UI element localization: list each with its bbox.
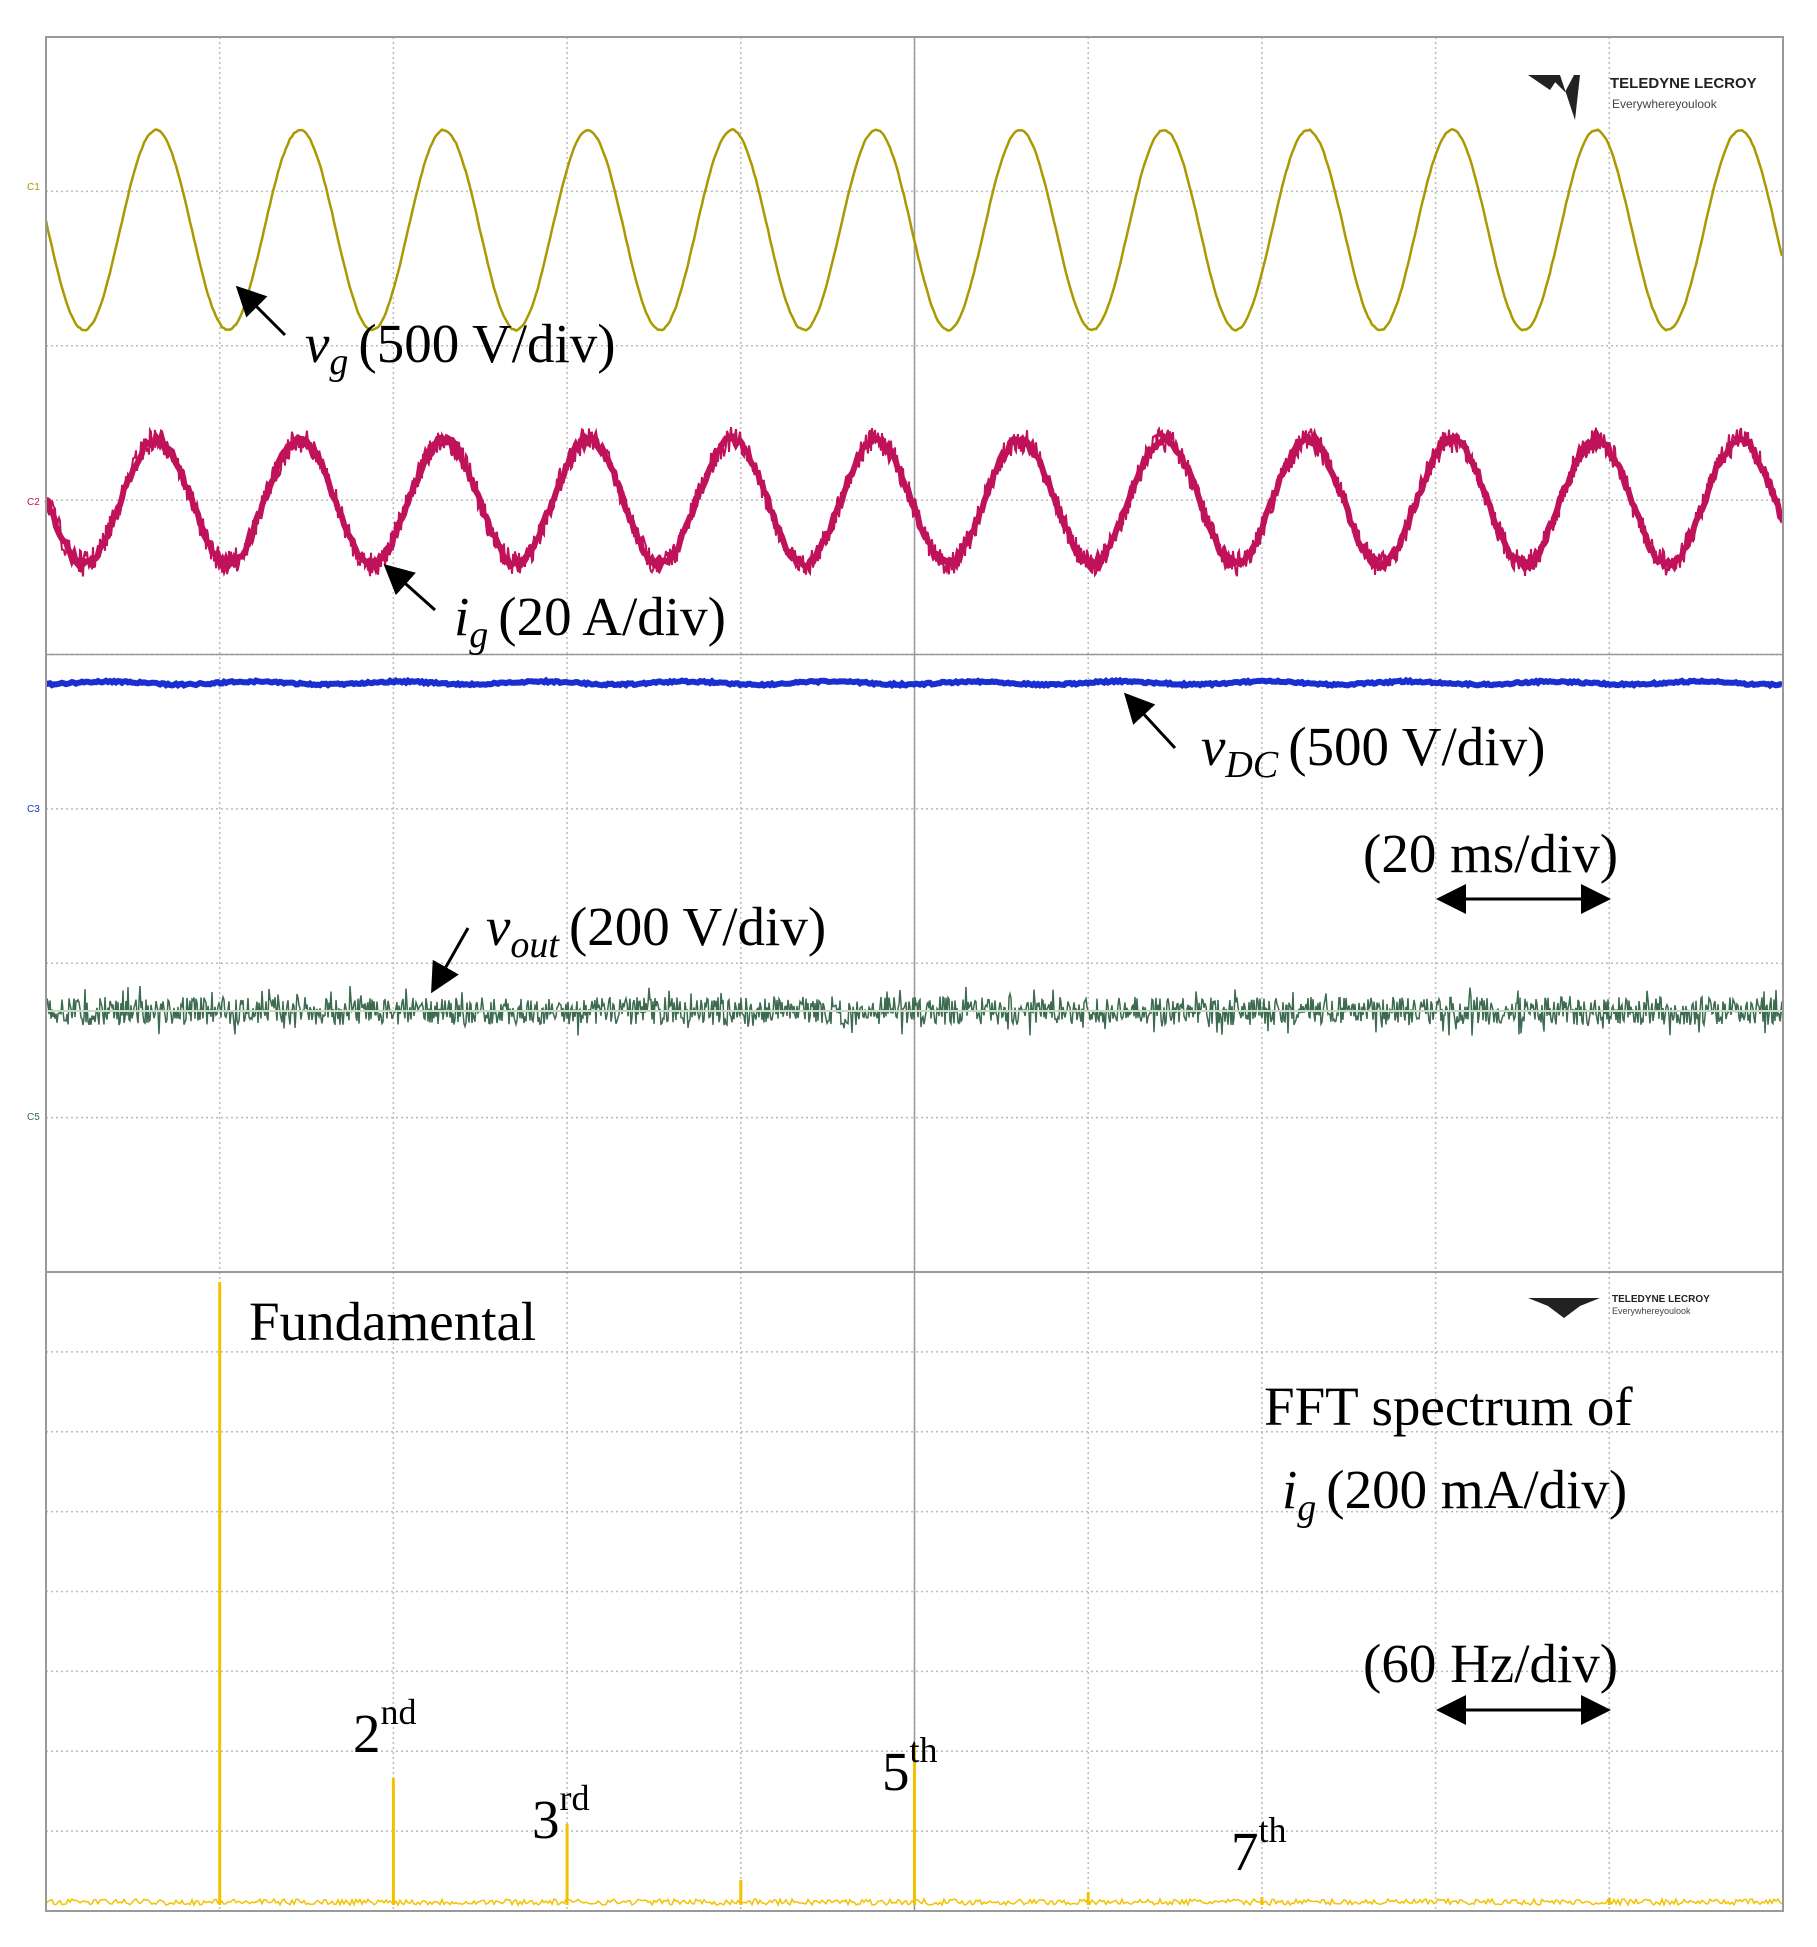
subscript: DC [1224, 744, 1278, 786]
symbol: v [305, 313, 330, 374]
channel-label: C1 [27, 182, 40, 193]
fundamental-label: Fundamental [249, 1291, 536, 1352]
arrow [431, 927, 470, 994]
trace-ig-core [44, 427, 1785, 577]
scale: (500 V/div) [1288, 716, 1545, 777]
suffix: rd [560, 1778, 590, 1818]
scale: (20 A/div) [498, 586, 726, 647]
channel-label: C3 [27, 804, 40, 815]
logo-brand: TELEDYNE LECROY [1610, 75, 1757, 92]
harmonic-label: 3rd [532, 1778, 590, 1850]
symbol: i [454, 586, 469, 647]
harmonic-label: 7th [1231, 1810, 1287, 1882]
arrow [1123, 692, 1177, 750]
number: 2 [353, 1703, 381, 1764]
grid [46, 37, 1783, 1911]
freq-scale: (60 Hz/div) [1363, 1633, 1618, 1694]
logo-mark [1528, 75, 1580, 120]
fft-title: FFT spectrum of [1264, 1376, 1633, 1437]
trace-label: ig (20 A/div) [454, 586, 726, 656]
trace-label: vDC (500 V/div) [1201, 716, 1545, 786]
symbol: v [486, 896, 511, 957]
subscript: g [1297, 1487, 1316, 1529]
channel-label: C2 [27, 497, 40, 508]
trace-vout [45, 985, 1784, 1036]
symbol: v [1201, 716, 1226, 777]
trace-label: vout (200 V/div) [486, 896, 826, 966]
time-scale: (20 ms/div) [1363, 823, 1618, 884]
scale: (200 V/div) [569, 896, 826, 957]
arrow [235, 285, 287, 337]
scale: (200 mA/div) [1326, 1459, 1627, 1520]
subscript: out [510, 924, 560, 966]
suffix: th [910, 1730, 938, 1770]
arrow [383, 564, 436, 612]
suffix: nd [381, 1692, 417, 1732]
logo-brand: TELEDYNE LECROY [1612, 1294, 1710, 1305]
logo-mark [1528, 1298, 1600, 1318]
channel-label: C5 [27, 1112, 40, 1123]
suffix: th [1259, 1810, 1287, 1850]
subscript: g [469, 614, 488, 656]
logo-tagline: Everywhereyoulook [1612, 1306, 1691, 1316]
harmonic-label: 2nd [353, 1692, 417, 1764]
trace-vg [44, 127, 1784, 333]
number: 3 [532, 1789, 560, 1850]
number: 5 [882, 1741, 910, 1802]
harmonic-label: 5th [882, 1730, 938, 1802]
logo-tagline: Everywhereyoulook [1612, 97, 1718, 111]
trace-vdc [45, 676, 1783, 690]
number: 7 [1231, 1821, 1259, 1882]
fft-frame [45, 1271, 1784, 1912]
scale: (500 V/div) [358, 313, 615, 374]
subscript: g [329, 341, 348, 383]
fft-trace-label: ig (200 mA/div) [1282, 1459, 1627, 1529]
trace-label: vg (500 V/div) [305, 313, 616, 383]
symbol: i [1282, 1459, 1297, 1520]
waveforms [44, 127, 1785, 1907]
